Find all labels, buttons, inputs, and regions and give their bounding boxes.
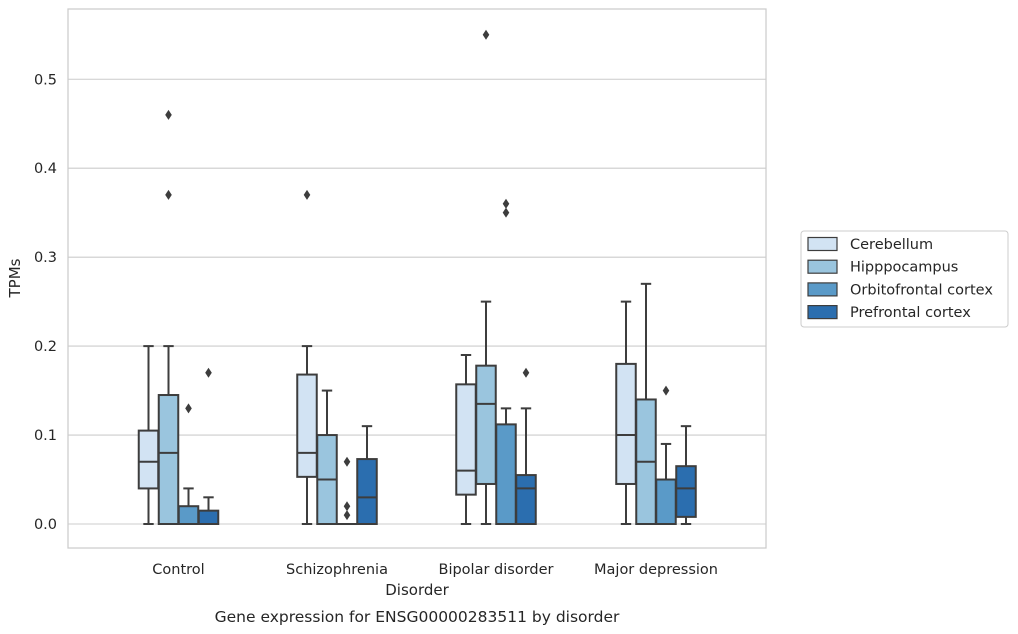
- box-1-1: [316, 389, 338, 525]
- x-tick-label: Control: [152, 562, 204, 578]
- box-0-1: [296, 189, 318, 525]
- iqr-box: [197, 509, 220, 526]
- legend-swatch: [807, 259, 838, 274]
- iqr-box: [675, 465, 697, 518]
- y-tick-label: 0.4: [34, 161, 57, 177]
- outlier-point: [482, 29, 490, 40]
- legend-swatch: [807, 236, 838, 252]
- legend-label: Prefrontal cortex: [850, 305, 971, 321]
- legend-label: Hipppocampus: [850, 260, 958, 276]
- outlier-point: [502, 198, 510, 209]
- y-tick-label: 0.1: [34, 428, 57, 444]
- y-tick-label: 0.2: [34, 339, 57, 355]
- y-axis-label: TPMs: [6, 258, 24, 298]
- legend-swatch: [807, 282, 838, 297]
- outlier-point: [343, 510, 351, 521]
- outlier-point: [522, 367, 530, 378]
- box-3-3: [675, 425, 697, 525]
- iqr-box: [157, 394, 180, 525]
- box-0-0: [137, 345, 160, 525]
- iqr-box: [455, 383, 477, 496]
- iqr-box: [296, 373, 318, 478]
- box-1-3: [635, 282, 657, 525]
- legend-label: Orbitofrontal cortex: [850, 282, 993, 298]
- plot-frame: [67, 8, 767, 549]
- outlier-point: [343, 501, 351, 512]
- y-tick-labels: 0.0 0.1 0.2 0.3 0.4 0.5: [34, 72, 57, 533]
- box-groups: [137, 29, 697, 526]
- iqr-box: [137, 429, 160, 490]
- legend: Cerebellum Hipppocampus Orbitofrontal cort…: [800, 230, 1009, 328]
- chart-caption: Gene expression for ENSG00000283511 by d…: [215, 608, 620, 626]
- outlier-point: [662, 385, 670, 396]
- x-tick-label: Schizophrenia: [286, 562, 388, 578]
- legend-frame: [800, 230, 1009, 328]
- iqr-box: [515, 474, 537, 526]
- legend-swatch: [807, 305, 838, 320]
- box-2-2: [495, 198, 517, 526]
- outlier-point: [303, 189, 311, 200]
- box-2-3: [655, 385, 677, 525]
- y-tick-label: 0.3: [34, 250, 57, 266]
- box-3-1: [356, 425, 378, 525]
- y-tick-label: 0.0: [34, 517, 57, 533]
- box-3-2: [515, 367, 537, 526]
- outlier-point: [185, 403, 192, 414]
- x-tick-label: Major depression: [594, 562, 718, 578]
- legend-label: Cerebellum: [850, 237, 933, 253]
- iqr-box: [177, 505, 200, 525]
- box-0-2: [455, 353, 477, 525]
- iqr-box: [655, 478, 677, 525]
- outlier-point: [343, 456, 351, 467]
- box-1-0: [157, 109, 180, 525]
- x-axis-label: Disorder: [385, 581, 449, 599]
- outlier-point: [502, 207, 510, 218]
- iqr-box: [356, 458, 378, 525]
- iqr-box: [475, 364, 497, 485]
- y-tick-label: 0.5: [34, 72, 57, 88]
- outlier-point: [165, 109, 172, 120]
- iqr-box: [495, 423, 517, 526]
- x-tick-labels: Control Schizophrenia Bipolar disorder Majo…: [152, 562, 718, 578]
- outlier-point: [205, 367, 212, 378]
- outlier-point: [165, 189, 172, 200]
- x-tick-label: Bipolar disorder: [439, 562, 554, 578]
- box-3-0: [197, 367, 220, 526]
- iqr-box: [615, 362, 637, 485]
